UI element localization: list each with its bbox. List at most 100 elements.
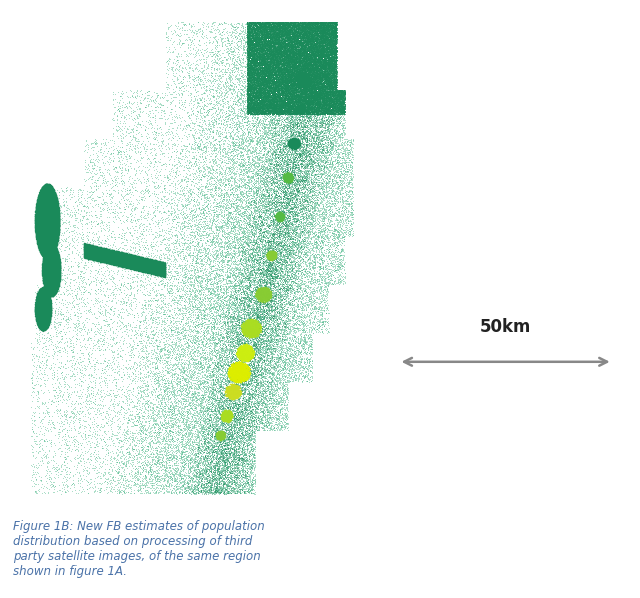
Point [312,77,323,87]
Point [335,106,346,115]
Point [52,198,62,208]
Point [258,65,268,75]
Point [193,416,203,426]
Point [35,222,45,232]
Point [263,19,273,28]
Point [276,52,286,62]
Point [220,390,230,399]
Point [259,297,269,306]
Point [35,235,45,245]
Point [89,251,99,260]
Point [318,105,328,114]
Point [41,209,51,219]
Point [253,79,264,89]
Point [269,68,280,77]
Point [112,467,122,477]
Point [240,269,250,278]
Point [279,175,289,185]
Point [51,281,61,291]
Point [123,249,133,258]
Point [45,302,56,312]
Point [310,142,320,151]
Point [223,407,234,417]
Point [309,172,319,181]
Point [265,65,275,74]
Point [247,65,257,75]
Point [239,89,249,99]
Point [310,93,321,103]
Point [264,277,274,286]
Point [48,207,58,216]
Point [312,93,322,102]
Point [304,57,314,66]
Point [287,141,298,151]
Point [121,300,131,310]
Point [249,84,259,93]
Point [217,72,227,81]
Point [48,205,58,214]
Point [33,312,43,321]
Point [44,228,54,238]
Point [116,459,127,468]
Point [52,280,62,290]
Point [240,358,250,367]
Point [113,150,123,159]
Point [284,99,294,108]
Point [241,331,252,341]
Point [233,460,243,470]
Point [40,274,51,283]
Point [79,241,89,251]
Point [296,17,307,27]
Point [195,398,205,408]
Point [239,365,249,374]
Point [287,35,297,44]
Point [298,108,308,118]
Point [263,146,273,155]
Point [285,51,295,61]
Point [316,68,326,77]
Point [298,104,308,114]
Point [35,320,45,329]
Point [244,90,254,99]
Point [67,388,77,397]
Point [278,259,289,269]
Point [189,422,199,432]
Point [35,242,45,252]
Point [38,260,48,270]
Point [83,335,93,344]
Point [109,256,120,266]
Point [270,99,280,108]
Point [262,143,273,152]
Point [146,432,156,441]
Point [333,109,343,119]
Point [295,205,305,215]
Point [212,428,223,438]
Point [42,237,52,247]
Point [198,171,209,181]
Point [45,264,56,274]
Point [285,22,295,31]
Point [303,231,314,240]
Point [31,303,42,312]
Point [308,188,319,198]
Point [44,197,54,207]
Point [211,312,221,322]
Point [42,464,52,474]
Point [50,228,60,238]
Point [298,39,308,49]
Point [32,312,42,321]
Point [300,90,310,100]
Point [38,209,48,218]
Point [89,253,99,263]
Point [314,117,324,127]
Point [38,217,49,227]
Point [329,87,339,96]
Point [35,202,45,211]
Point [125,284,136,294]
Point [274,26,284,35]
Point [314,109,324,119]
Point [304,22,314,31]
Point [220,310,230,320]
Point [237,380,248,389]
Point [216,468,226,478]
